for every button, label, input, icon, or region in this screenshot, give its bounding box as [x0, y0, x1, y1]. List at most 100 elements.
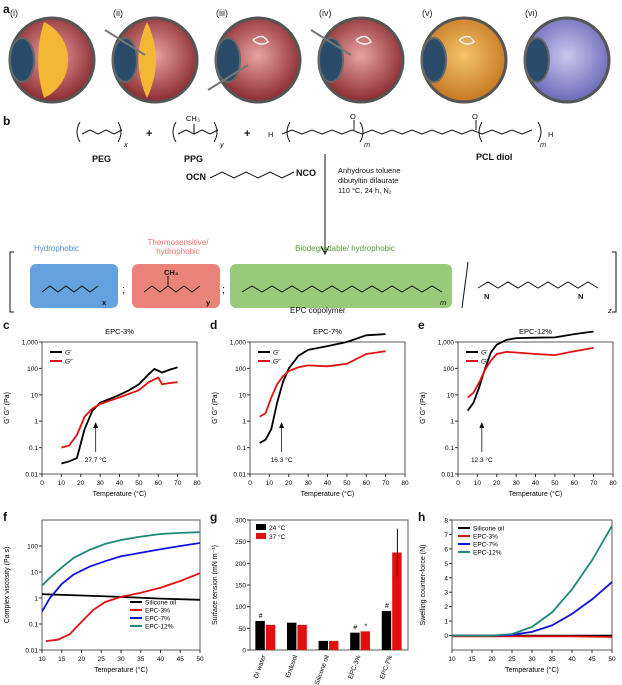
- x-tick-label: 25: [98, 656, 106, 663]
- pcl-sub-m-2: m: [540, 140, 547, 149]
- bar-1-0: [265, 624, 276, 650]
- hydrophobic-label: Hydrophobic: [34, 244, 79, 253]
- y-tick-label: 100: [235, 366, 246, 373]
- legend-label-0: Silicone oil: [145, 600, 177, 607]
- sig-mark: #: [259, 613, 263, 620]
- annotation-arrowhead: [279, 422, 285, 428]
- eye-label-2: (ii): [113, 8, 123, 18]
- pcl-h-right: H: [548, 130, 554, 139]
- ocn-label: OCN: [186, 172, 206, 182]
- y-tick-label: 10: [31, 570, 39, 577]
- x-axis-label: Temperature (°C): [301, 490, 355, 498]
- annotation-arrowhead: [479, 422, 485, 428]
- x-tick-label: Endosol: [285, 654, 300, 679]
- y-tick-label: 150: [235, 583, 246, 590]
- y-tick-label: 100: [27, 544, 38, 551]
- chart-title: EPC-7%: [313, 327, 342, 336]
- x-tick-label: 30: [97, 480, 105, 487]
- sig-mark-37: *: [364, 623, 367, 630]
- x-tick-label: 80: [401, 480, 409, 487]
- pcl-diol-label: PCL diol: [476, 152, 513, 162]
- x-tick-label: 0: [456, 480, 460, 487]
- x-tick-label: 30: [305, 480, 313, 487]
- y-axis-label: G′ G″ (Pa): [212, 392, 219, 424]
- eye-6: [523, 16, 611, 104]
- y-tick-label: 100: [27, 366, 38, 373]
- y-tick-label: 10: [239, 392, 247, 399]
- y-axis-label: G′ G″ (Pa): [4, 392, 11, 424]
- x-tick-label: 50: [135, 480, 143, 487]
- annotation-label: 16.3 °C: [271, 456, 293, 464]
- bar-1-4: [392, 552, 402, 650]
- legend-label-1: 37 °C: [269, 533, 286, 541]
- peg-label: PEG: [92, 154, 112, 164]
- bar-0-2: [318, 640, 328, 650]
- bar-1-1: [297, 624, 307, 650]
- x-tick-label: 40: [157, 656, 165, 663]
- plus-1: +: [146, 128, 153, 140]
- series-line-3: [41, 531, 201, 587]
- y-tick-label: 50: [239, 626, 247, 633]
- x-tick-label: 25: [508, 656, 516, 663]
- y-axis-label: Swelling counter-force (N): [420, 545, 427, 626]
- y-tick-label: 6: [444, 546, 448, 553]
- legend-swatch-0: [256, 524, 266, 530]
- y-tick-label: 0.01: [25, 648, 38, 655]
- panel-label-d: d: [210, 318, 218, 332]
- bio-block: [230, 264, 452, 308]
- series-line-0: [259, 333, 386, 444]
- eye-label-3: (iii): [216, 8, 228, 18]
- y-tick-label: 1: [34, 419, 38, 426]
- panel-label-a: a: [3, 2, 10, 16]
- reaction-conditions: Anhydrous toluene dibutyltin dilaurate 1…: [338, 166, 401, 196]
- x-tick-label: 20: [77, 480, 85, 487]
- copolymer-label: EPC copolymer: [290, 306, 346, 315]
- x-tick-label: EPC-3%: [347, 654, 362, 680]
- copolymer-sub-m: m: [440, 298, 447, 307]
- x-tick-label: 50: [343, 480, 351, 487]
- series-line-1: [467, 347, 594, 399]
- eye-label-5: (v): [422, 8, 433, 18]
- y-axis-label: Complex viscosity (Pa s): [4, 547, 11, 624]
- x-tick-label: 20: [78, 656, 86, 663]
- chart-c: 0 10 20 30 40 50 60 70 80 0.01 0.1 1 10 100 1,000 EPC-3…: [4, 327, 201, 498]
- x-tick-label: 0: [248, 480, 252, 487]
- annotation-arrowhead: [93, 422, 99, 428]
- y-tick-label: 3: [444, 590, 448, 597]
- ppg-label: PPG: [184, 154, 204, 164]
- condition-3: 110 °C, 24 h, N₂: [338, 186, 392, 195]
- bar-1-3: [360, 631, 371, 650]
- panel-label-f: f: [3, 510, 7, 524]
- x-axis-label: Temperature (°C): [505, 666, 559, 674]
- x-tick-label: 0: [40, 480, 44, 487]
- copolymer-ch3: CH₃: [164, 268, 179, 277]
- chart-title: EPC-12%: [519, 327, 552, 336]
- panel-label-g: g: [210, 510, 218, 524]
- legend-label-0: G′: [273, 350, 280, 357]
- x-tick-label: 35: [548, 656, 556, 663]
- x-tick-label: 40: [568, 656, 576, 663]
- x-tick-label: 10: [474, 480, 482, 487]
- x-tick-label: 60: [155, 480, 163, 487]
- x-tick-label: 80: [609, 480, 617, 487]
- y-axis-label: G′ G″ (Pa): [420, 392, 427, 424]
- y-tick-label: 0: [444, 633, 448, 640]
- x-axis-label: Temperature (°C): [93, 490, 147, 498]
- y-tick-label: 0.01: [25, 472, 38, 479]
- legend-label-0: G′: [481, 350, 488, 357]
- y-tick-label: 2: [444, 604, 448, 611]
- condition-2: dibutyltin dilaurate: [338, 176, 399, 185]
- x-tick-label: 70: [590, 480, 598, 487]
- legend-label-3: EPC-12%: [145, 624, 174, 631]
- pcl-o-1: O: [350, 112, 356, 121]
- x-tick-label: 10: [58, 480, 66, 487]
- y-tick-label: 5: [444, 561, 448, 568]
- copolymer-sub-x: x: [102, 298, 107, 307]
- y-axis-label: Surface tension (mN m⁻¹): [212, 545, 219, 625]
- bar-0-3: [350, 632, 360, 650]
- plus-2: +: [244, 128, 251, 140]
- pcl-h-left: H: [268, 130, 274, 139]
- x-tick-label: 80: [193, 480, 201, 487]
- x-tick-label: DI water: [253, 654, 268, 680]
- chart-e: 0 10 20 30 40 50 60 70 80 0.01 0.1 1 10 100 1,000 EPC-1…: [420, 327, 617, 498]
